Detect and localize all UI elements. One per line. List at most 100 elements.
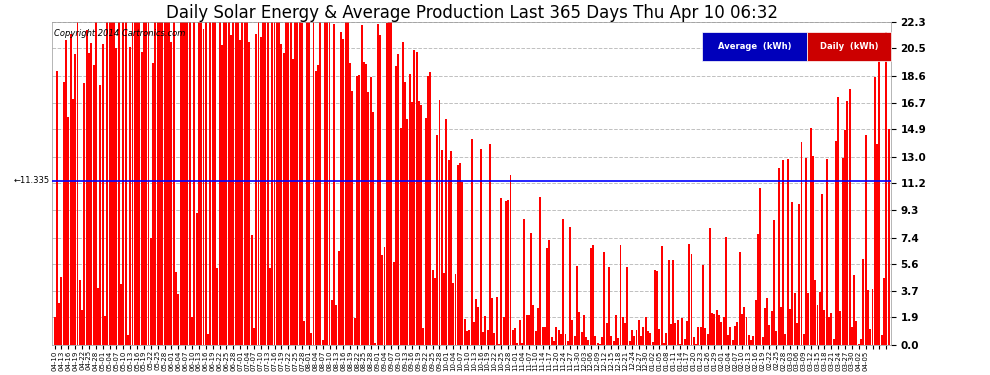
Bar [402, 42, 404, 345]
Bar [333, 24, 335, 345]
Bar [386, 23, 388, 345]
Bar [76, 22, 78, 345]
Bar [95, 22, 97, 345]
Bar [233, 22, 235, 345]
Bar [346, 22, 348, 345]
Bar [590, 248, 592, 345]
Bar [567, 340, 569, 345]
Bar [553, 340, 555, 345]
Bar [761, 337, 763, 345]
Bar [674, 323, 676, 345]
Bar [491, 298, 493, 345]
Bar [824, 310, 826, 345]
Bar [452, 283, 454, 345]
Bar [102, 44, 104, 345]
Bar [723, 317, 725, 345]
Bar [580, 332, 582, 345]
Bar [349, 63, 351, 345]
Bar [372, 112, 374, 345]
Bar [743, 307, 745, 345]
Bar [250, 235, 252, 345]
Bar [411, 102, 413, 345]
Bar [681, 318, 683, 345]
Bar [728, 335, 730, 345]
Bar [432, 270, 434, 345]
Bar [106, 22, 108, 345]
Bar [148, 22, 149, 345]
Bar [170, 42, 172, 345]
Bar [450, 151, 451, 345]
Bar [301, 23, 303, 345]
Bar [196, 213, 198, 345]
Bar [482, 332, 484, 345]
Bar [242, 22, 244, 345]
Bar [466, 332, 468, 345]
Bar [627, 267, 629, 345]
Bar [468, 330, 470, 345]
Bar [395, 66, 397, 345]
Bar [695, 344, 697, 345]
Bar [65, 40, 67, 345]
Bar [60, 277, 62, 345]
Bar [353, 318, 355, 345]
Bar [441, 150, 443, 345]
Bar [459, 163, 461, 345]
Bar [55, 71, 57, 345]
Bar [489, 144, 491, 345]
Bar [327, 22, 329, 345]
Bar [420, 105, 422, 345]
Bar [752, 336, 754, 345]
Bar [367, 92, 369, 345]
Bar [711, 313, 713, 345]
Bar [638, 320, 640, 345]
Bar [331, 300, 333, 345]
Bar [461, 182, 463, 345]
Bar [883, 278, 885, 345]
Bar [667, 260, 669, 345]
Bar [456, 165, 458, 345]
Bar [127, 335, 129, 345]
Bar [526, 315, 528, 345]
Bar [808, 292, 810, 345]
Bar [149, 238, 151, 345]
Bar [716, 309, 718, 345]
Bar [531, 233, 532, 345]
Bar [857, 344, 859, 345]
Bar [113, 22, 115, 345]
Bar [310, 333, 312, 345]
Bar [487, 330, 489, 345]
Bar [697, 327, 699, 345]
Bar [831, 312, 833, 345]
Bar [791, 202, 793, 345]
Bar [670, 324, 672, 345]
Bar [177, 294, 179, 345]
Bar [851, 327, 852, 345]
Bar [768, 325, 770, 345]
Bar [684, 339, 686, 345]
Bar [276, 22, 278, 345]
Bar [557, 330, 559, 345]
Bar [846, 100, 848, 345]
Bar [653, 270, 655, 345]
Bar [810, 128, 812, 345]
Bar [611, 336, 612, 345]
Bar [707, 334, 709, 345]
Bar [97, 288, 99, 345]
Bar [329, 22, 331, 345]
Bar [592, 246, 594, 345]
Bar [315, 70, 317, 345]
Bar [725, 237, 727, 345]
Bar [881, 335, 883, 345]
Bar [62, 82, 64, 345]
Bar [74, 54, 76, 345]
Bar [517, 342, 519, 345]
Bar [537, 308, 539, 345]
Bar [505, 201, 507, 345]
Bar [771, 311, 772, 345]
Text: ←11.335: ←11.335 [14, 176, 50, 185]
Bar [376, 24, 378, 345]
Bar [721, 322, 723, 345]
Bar [814, 280, 816, 345]
Bar [72, 99, 74, 345]
Bar [159, 22, 161, 345]
